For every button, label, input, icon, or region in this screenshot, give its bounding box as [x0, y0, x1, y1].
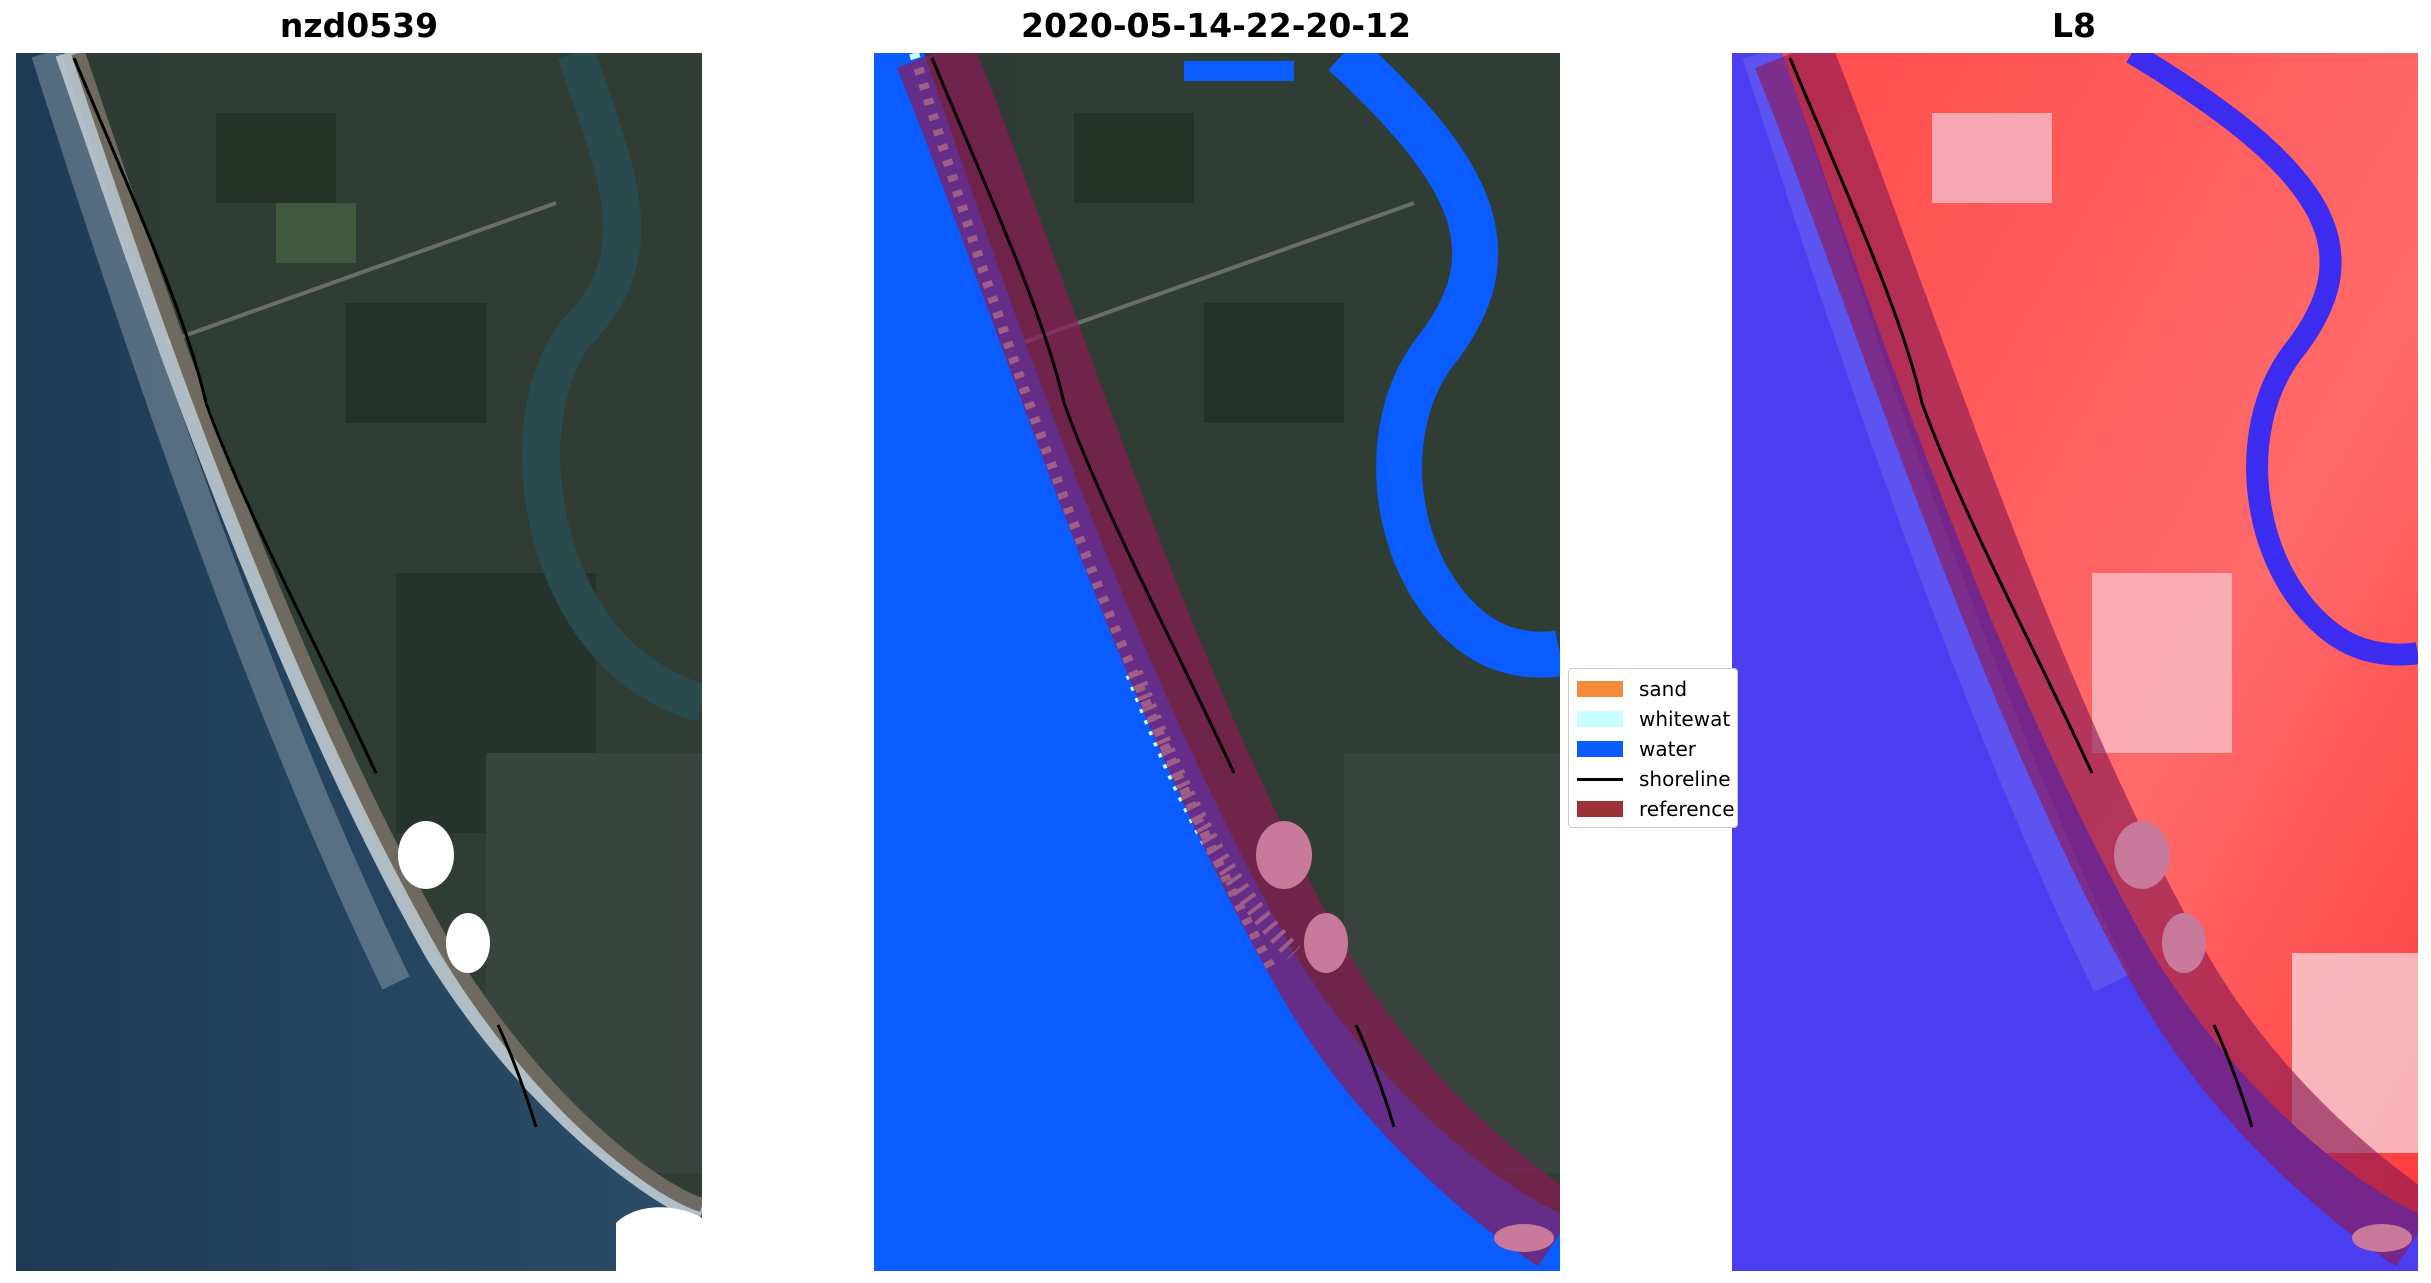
legend: sand whitewat water shoreline reference	[1568, 668, 1738, 828]
legend-item-shoreline: shoreline	[1577, 767, 1731, 791]
sand-swatch	[1577, 681, 1623, 697]
legend-label: reference	[1639, 797, 1735, 821]
legend-item-reference: reference	[1577, 797, 1735, 821]
reference-swatch	[1577, 801, 1623, 817]
whitewater-swatch	[1577, 711, 1623, 727]
rgb-satellite-image	[16, 53, 702, 1271]
classified-image	[874, 53, 1560, 1271]
legend-label: shoreline	[1639, 767, 1731, 791]
legend-label: whitewat	[1639, 707, 1731, 731]
shoreline-swatch	[1577, 777, 1623, 781]
panel-title-classified: 2020-05-14-22-20-12	[1021, 6, 1411, 45]
panel-title-index: L8	[2052, 6, 2096, 45]
panel-title-rgb: nzd0539	[279, 6, 439, 45]
spectral-index-image	[1732, 53, 2418, 1271]
legend-item-whitewater: whitewat	[1577, 707, 1730, 731]
legend-label: sand	[1639, 677, 1688, 701]
legend-item-sand: sand	[1577, 677, 1687, 701]
water-swatch	[1577, 741, 1623, 757]
legend-item-water: water	[1577, 737, 1696, 761]
legend-label: water	[1639, 737, 1696, 761]
